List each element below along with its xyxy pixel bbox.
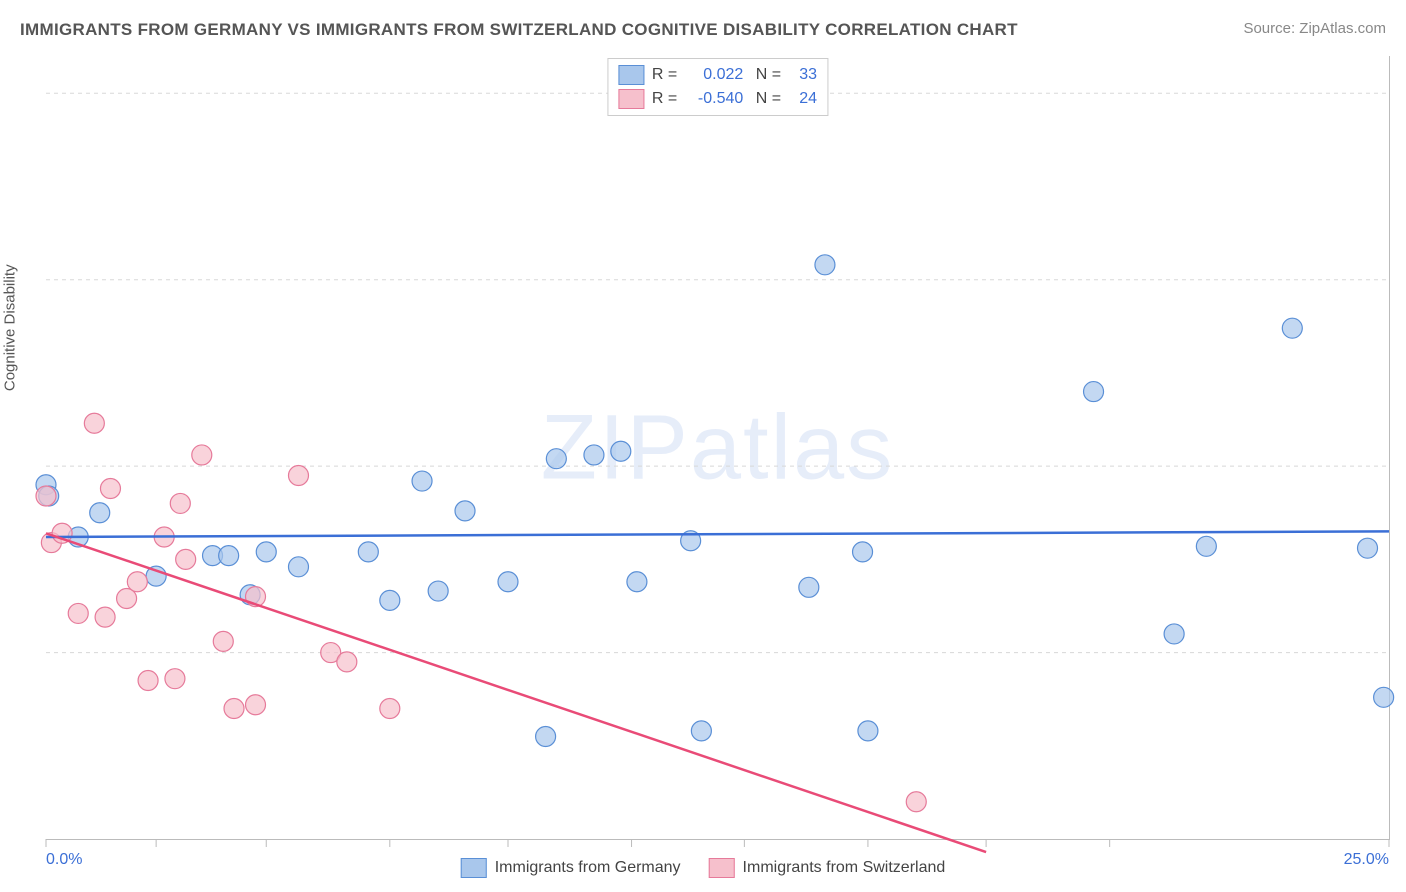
source-attribution: Source: ZipAtlas.com xyxy=(1243,20,1386,37)
data-point xyxy=(1196,536,1216,556)
y-tick-label: 30.0% xyxy=(1397,271,1406,289)
legend-label: Immigrants from Switzerland xyxy=(743,859,946,877)
data-point xyxy=(428,581,448,601)
data-point xyxy=(358,542,378,562)
legend-label: Immigrants from Germany xyxy=(495,859,681,877)
legend-swatch xyxy=(461,858,487,878)
legend-item: Immigrants from Germany xyxy=(461,858,681,878)
y-tick-label: 40.0% xyxy=(1397,84,1406,102)
r-value: 0.022 xyxy=(685,63,743,87)
data-point xyxy=(853,542,873,562)
trend-line xyxy=(46,531,1389,537)
legend-swatch xyxy=(709,858,735,878)
data-point xyxy=(627,572,647,592)
data-point xyxy=(256,542,276,562)
legend-swatch xyxy=(618,89,644,109)
data-point xyxy=(1358,538,1378,558)
data-point xyxy=(84,413,104,433)
data-point xyxy=(337,652,357,672)
data-point xyxy=(176,549,196,569)
data-point xyxy=(288,557,308,577)
data-point xyxy=(246,695,266,715)
r-label: R = xyxy=(652,63,677,87)
data-point xyxy=(691,721,711,741)
n-value: 24 xyxy=(789,87,817,111)
chart-title: IMMIGRANTS FROM GERMANY VS IMMIGRANTS FR… xyxy=(20,20,1018,40)
chart-canvas xyxy=(46,56,1389,839)
data-point xyxy=(213,631,233,651)
data-point xyxy=(165,669,185,689)
data-point xyxy=(412,471,432,491)
series-legend: Immigrants from Germany Immigrants from S… xyxy=(461,858,946,878)
data-point xyxy=(1164,624,1184,644)
data-point xyxy=(536,726,556,746)
data-point xyxy=(90,503,110,523)
correlation-legend-row: R = -0.540 N = 24 xyxy=(618,87,817,111)
data-point xyxy=(127,572,147,592)
y-tick-label: 20.0% xyxy=(1397,457,1406,475)
n-label: N = xyxy=(751,63,781,87)
data-point xyxy=(224,699,244,719)
data-point xyxy=(95,607,115,627)
data-point xyxy=(498,572,518,592)
data-point xyxy=(100,479,120,499)
legend-item: Immigrants from Switzerland xyxy=(709,858,946,878)
n-label: N = xyxy=(751,87,781,111)
data-point xyxy=(288,465,308,485)
data-point xyxy=(906,792,926,812)
y-tick-label: 10.0% xyxy=(1397,644,1406,662)
data-point xyxy=(380,590,400,610)
data-point xyxy=(1084,382,1104,402)
y-axis-label: Cognitive Disability xyxy=(2,264,19,391)
data-point xyxy=(546,449,566,469)
data-point xyxy=(380,699,400,719)
x-tick-label: 0.0% xyxy=(46,851,82,869)
data-point xyxy=(1282,318,1302,338)
r-label: R = xyxy=(652,87,677,111)
data-point xyxy=(219,546,239,566)
data-point xyxy=(799,577,819,597)
data-point xyxy=(815,255,835,275)
r-value: -0.540 xyxy=(685,87,743,111)
data-point xyxy=(1374,687,1394,707)
x-tick-label: 25.0% xyxy=(1344,851,1389,869)
scatter-chart: ZIPatlas R =0.022 N =33R =-0.540 N =24 1… xyxy=(46,56,1390,840)
n-value: 33 xyxy=(789,63,817,87)
data-point xyxy=(611,441,631,461)
correlation-legend: R = 0.022 N = 33 R = -0.540 N = 24 xyxy=(607,58,828,116)
legend-swatch xyxy=(618,65,644,85)
data-point xyxy=(68,603,88,623)
data-point xyxy=(584,445,604,465)
data-point xyxy=(36,486,56,506)
data-point xyxy=(170,493,190,513)
data-point xyxy=(455,501,475,521)
correlation-legend-row: R = 0.022 N = 33 xyxy=(618,63,817,87)
data-point xyxy=(192,445,212,465)
data-point xyxy=(858,721,878,741)
data-point xyxy=(138,671,158,691)
